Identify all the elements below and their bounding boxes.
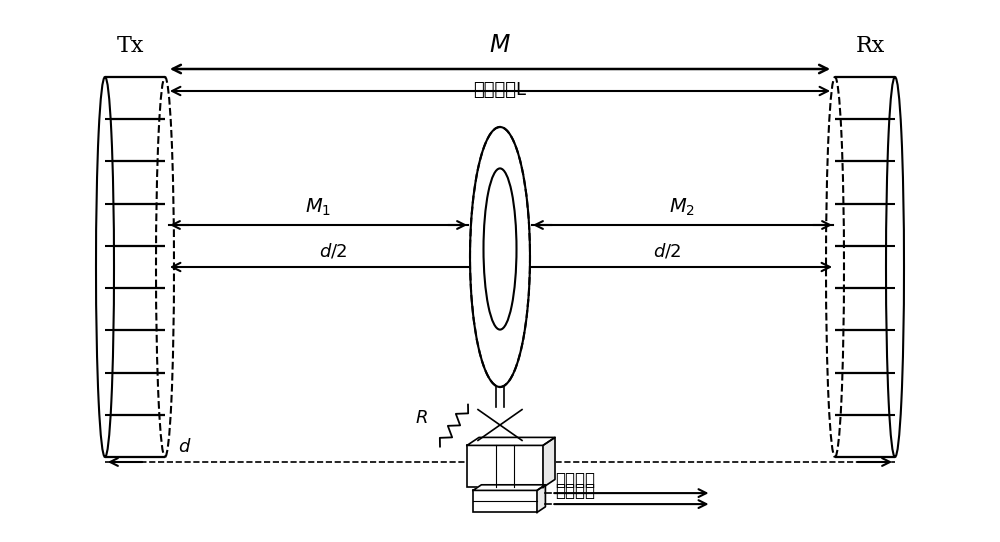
Bar <box>467 446 543 487</box>
Polygon shape <box>473 485 545 491</box>
Text: $R$: $R$ <box>415 409 428 427</box>
Ellipse shape <box>826 77 844 457</box>
Text: $M_2$: $M_2$ <box>669 197 696 218</box>
Text: Rx: Rx <box>855 35 885 57</box>
Text: $d/2$: $d/2$ <box>653 242 682 261</box>
Text: $M_1$: $M_1$ <box>305 197 332 218</box>
Ellipse shape <box>470 127 530 387</box>
Text: $M$: $M$ <box>489 34 511 57</box>
Text: $d$: $d$ <box>178 438 192 456</box>
Polygon shape <box>537 485 545 512</box>
Ellipse shape <box>886 77 904 457</box>
Bar <box>473 491 537 512</box>
Text: 监测线圈L: 监测线圈L <box>474 81 526 99</box>
Polygon shape <box>543 437 555 487</box>
Text: 相位信息: 相位信息 <box>555 471 595 489</box>
Ellipse shape <box>156 77 174 457</box>
Ellipse shape <box>96 77 114 457</box>
Polygon shape <box>467 437 555 446</box>
Text: Tx: Tx <box>116 35 144 57</box>
Text: 幅値信息: 幅値信息 <box>555 482 595 500</box>
Text: $d/2$: $d/2$ <box>319 242 348 261</box>
